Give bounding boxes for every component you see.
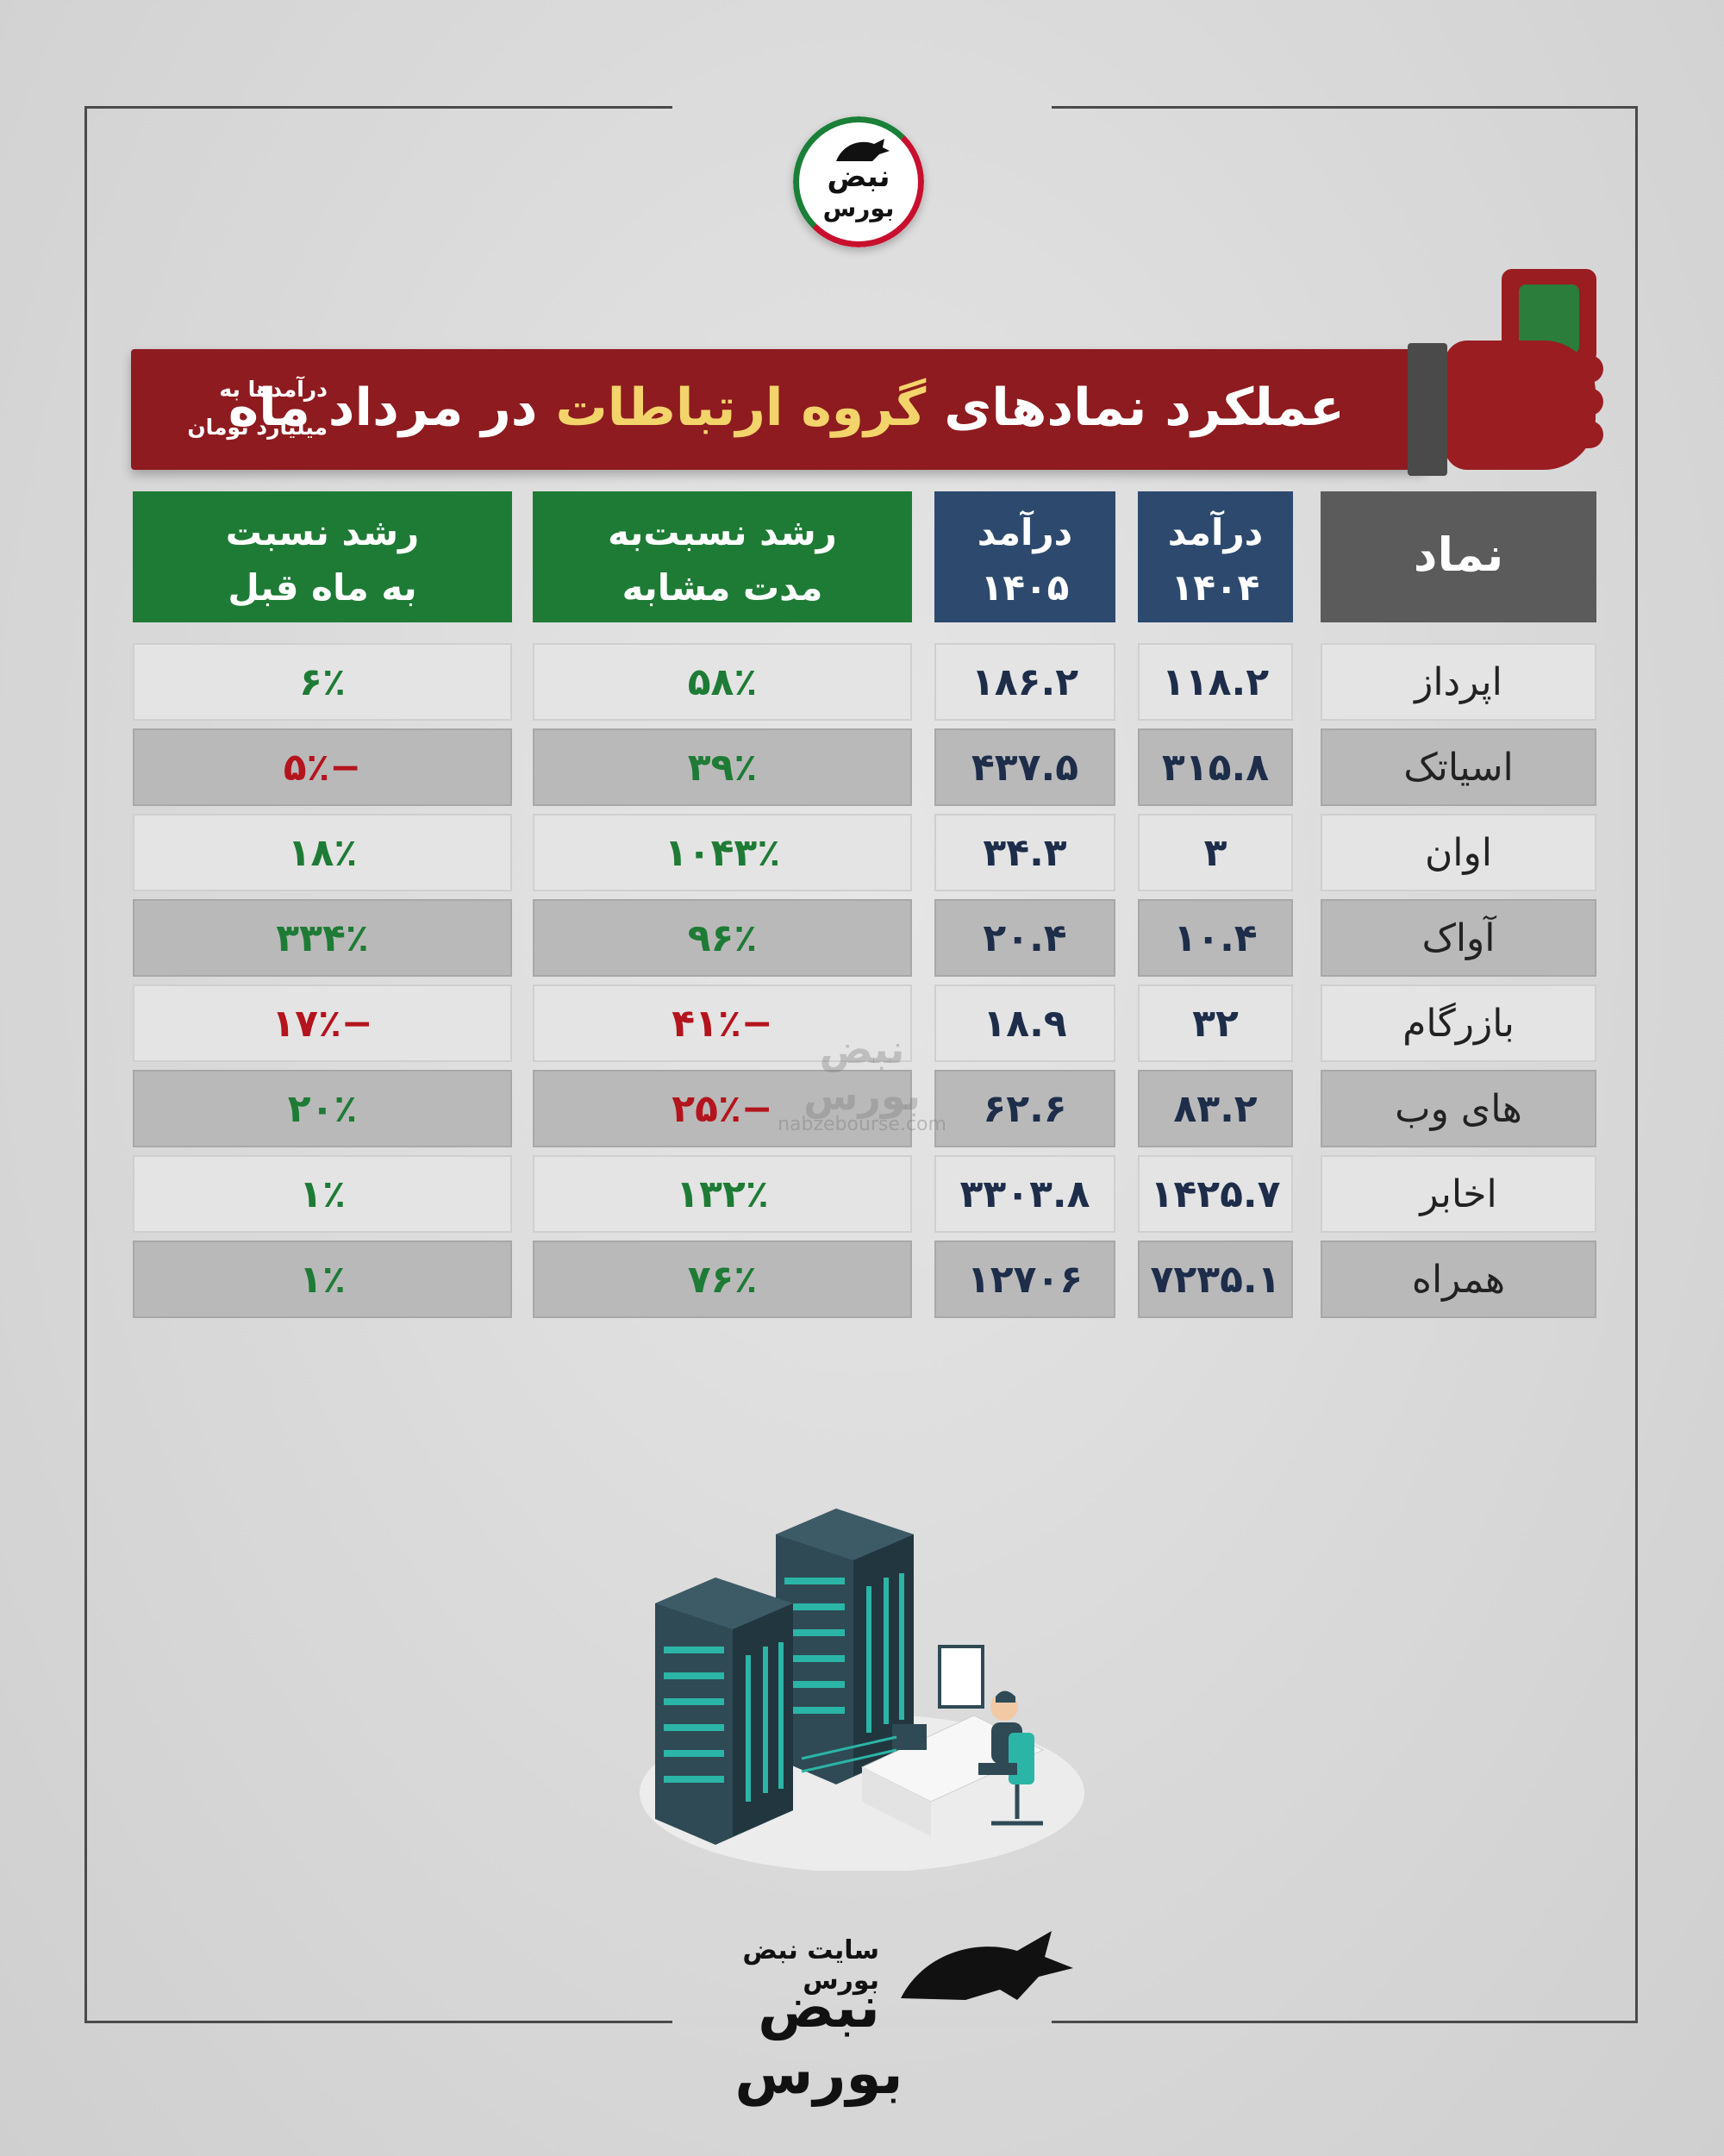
bull-icon xyxy=(836,139,890,161)
title-highlight: گروه ارتباطات xyxy=(555,378,927,438)
cell-income-1404: ۱۱۸.۲ xyxy=(1138,643,1293,721)
fist-knuckle xyxy=(1552,388,1603,416)
cell-growth-mom: ۲۰٪ xyxy=(133,1070,512,1147)
header-income-1404-l2: ۱۴۰۴ xyxy=(1171,566,1260,609)
cell-growth-mom: ۶٪ xyxy=(133,643,512,721)
unit-note: درآمدها به میلیارد تومان xyxy=(164,371,328,447)
cell-growth-yoy: −۴۱٪ xyxy=(533,984,912,1062)
cell-growth-yoy: ۷۶٪ xyxy=(533,1240,912,1318)
cell-income-1404: ۳۱۵.۸ xyxy=(1138,728,1293,806)
logo-line2: بورس xyxy=(822,194,895,222)
cell-growth-mom: ۱۸٪ xyxy=(133,814,512,891)
header-income-1404: درآمد ۱۴۰۴ xyxy=(1138,491,1293,622)
header-symbol: نماد xyxy=(1321,491,1596,622)
cell-symbol: اپرداز xyxy=(1321,643,1596,721)
cell-income-1404: ۳۲ xyxy=(1138,984,1293,1062)
header-growth-mom: رشد نسبت به ماه قبل xyxy=(133,491,512,622)
cell-income-1405: ۴۳۷.۵ xyxy=(934,728,1115,806)
cell-growth-yoy: ۱۳۲٪ xyxy=(533,1155,912,1233)
cell-income-1404: ۸۳.۲ xyxy=(1138,1070,1293,1147)
cell-growth-mom: ۱٪ xyxy=(133,1155,512,1233)
cell-growth-mom: ۳۳۴٪ xyxy=(133,899,512,977)
cell-growth-yoy: −۲۵٪ xyxy=(533,1070,912,1147)
cell-income-1405: ۱۸۶.۲ xyxy=(934,643,1115,721)
header-growth-mom-l1: رشد نسبت xyxy=(225,511,420,553)
fist-knuckle xyxy=(1552,421,1603,448)
cell-growth-mom: −۵٪ xyxy=(133,728,512,806)
cell-growth-yoy: ۱۰۴۳٪ xyxy=(533,814,912,891)
header-income-1405-l2: ۱۴۰۵ xyxy=(980,566,1070,609)
header-symbol-label: نماد xyxy=(1413,528,1504,582)
page-title: عملکرد نمادهای گروه ارتباطات در مرداد ما… xyxy=(224,378,1345,438)
header-growth-yoy-l2: مدت مشابه xyxy=(622,566,823,609)
header-income-1405-l1: درآمد xyxy=(977,511,1073,553)
header-growth-yoy: رشد نسبت‌به مدت مشابه xyxy=(533,491,912,622)
cell-income-1404: ۱۴۲۵.۷ xyxy=(1138,1155,1293,1233)
frame-gap-top xyxy=(672,102,1052,114)
watermark-url: nabzebourse.com xyxy=(778,1114,946,1135)
footer-bull-icon xyxy=(901,1931,1073,2000)
unit-note-line2: میلیارد تومان xyxy=(187,415,328,440)
header-income-1405: درآمد ۱۴۰۵ xyxy=(934,491,1115,622)
title-part1: عملکرد نمادهای xyxy=(926,378,1345,438)
cell-symbol: اسیاتک xyxy=(1321,728,1596,806)
cell-income-1405: ۲۰.۴ xyxy=(934,899,1115,977)
cell-growth-yoy: ۵۸٪ xyxy=(533,643,912,721)
cell-income-1405: ۱۲۷۰۶ xyxy=(934,1240,1115,1318)
title-banner xyxy=(131,349,1424,470)
header-growth-yoy-l1: رشد نسبت‌به xyxy=(608,511,837,553)
logo-ring xyxy=(793,116,924,247)
title-part2: در مرداد ماه xyxy=(228,378,556,438)
cell-symbol: اوان xyxy=(1321,814,1596,891)
cell-income-1405: ۳۳۰۳.۸ xyxy=(934,1155,1115,1233)
cell-growth-mom: ۱٪ xyxy=(133,1240,512,1318)
fist-knuckle xyxy=(1552,355,1603,383)
cell-symbol: بازرگام xyxy=(1321,984,1596,1062)
cell-growth-mom: −۱۷٪ xyxy=(133,984,512,1062)
cell-symbol: اخابر xyxy=(1321,1155,1596,1233)
cell-income-1404: ۷۲۳۵.۱ xyxy=(1138,1240,1293,1318)
logo-line1: نبض xyxy=(827,159,890,194)
cell-income-1405: ۶۲.۶ xyxy=(934,1070,1115,1147)
footer-caption: سایت نبض بورس xyxy=(742,1935,879,1996)
header-income-1404-l1: درآمد xyxy=(1167,511,1264,553)
watermark: نبض بورس xyxy=(803,1026,921,1119)
cell-income-1404: ۳ xyxy=(1138,814,1293,891)
frame-gap-bottom xyxy=(672,2017,1052,2029)
cell-income-1405: ۱۸.۹ xyxy=(934,984,1115,1062)
sleeve-cuff xyxy=(1408,343,1447,476)
header-growth-mom-l2: به ماه قبل xyxy=(228,566,417,609)
unit-note-line1: درآمدها به xyxy=(219,377,328,402)
cell-symbol: همراه xyxy=(1321,1240,1596,1318)
cell-income-1405: ۳۴.۳ xyxy=(934,814,1115,891)
server-illustration xyxy=(640,1509,1084,1871)
cell-income-1404: ۱۰.۴ xyxy=(1138,899,1293,977)
cell-growth-yoy: ۹۶٪ xyxy=(533,899,912,977)
footer-logo: نبض بورس xyxy=(734,1974,903,2107)
brand-logo: نبض بورس xyxy=(793,116,924,247)
cell-growth-yoy: ۳۹٪ xyxy=(533,728,912,806)
cell-symbol: آواک xyxy=(1321,899,1596,977)
cell-symbol: های وب xyxy=(1321,1070,1596,1147)
